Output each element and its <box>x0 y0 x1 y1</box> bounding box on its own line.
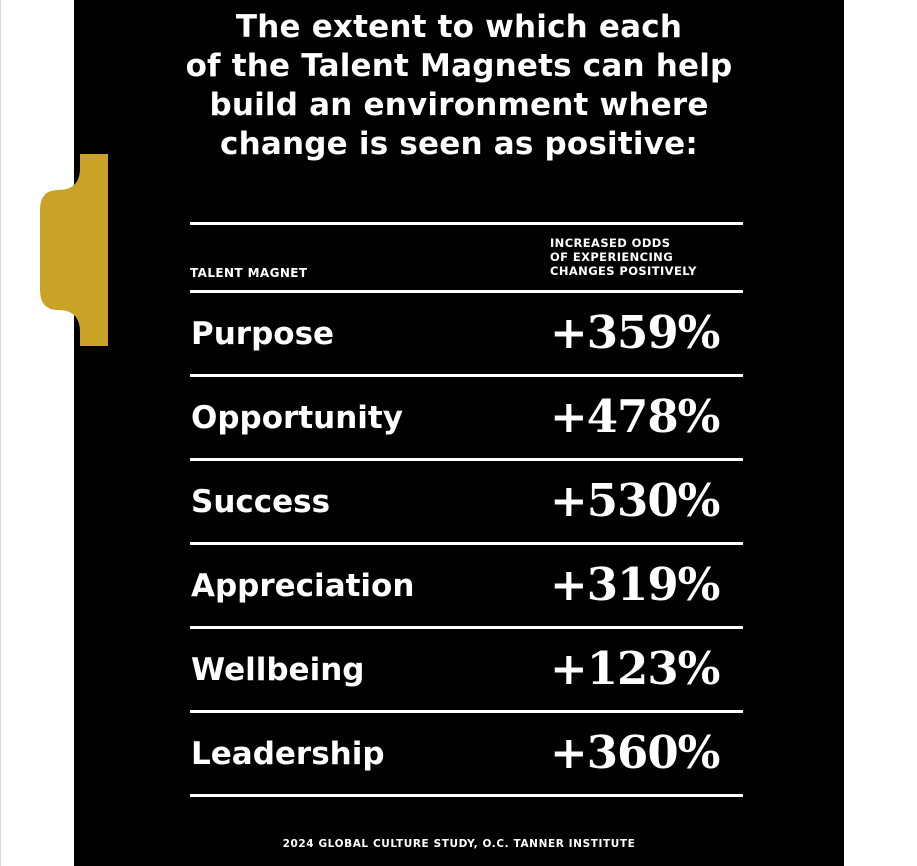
row-rule <box>190 710 743 713</box>
table-row: Success +530% <box>190 460 743 544</box>
odds-value: +478% <box>550 390 720 443</box>
row-rule <box>190 374 743 377</box>
title-line: The extent to which each <box>235 9 683 45</box>
odds-value: +530% <box>550 474 720 527</box>
magnet-name: Success <box>191 484 331 520</box>
page-title: The extent to which each of the Talent M… <box>74 8 844 164</box>
column-header-odds-line: CHANGES POSITIVELY <box>550 264 697 278</box>
odds-value: +360% <box>550 726 720 779</box>
black-panel <box>74 0 844 866</box>
column-header-odds-line: OF EXPERIENCING <box>550 250 674 264</box>
page-edge-line <box>0 0 1 866</box>
column-header-odds-line: INCREASED ODDS <box>550 236 671 250</box>
title-line: of the Talent Magnets can help <box>185 48 733 84</box>
row-rule <box>190 542 743 545</box>
table-row: Leadership +360% <box>190 712 743 796</box>
table-bottom-rule <box>190 794 743 797</box>
gold-tab-decoration <box>40 154 108 346</box>
column-header-magnet: TALENT MAGNET <box>190 266 308 280</box>
title-line: change is seen as positive: <box>220 126 698 162</box>
table-row: Wellbeing +123% <box>190 628 743 712</box>
magnet-name: Leadership <box>191 736 385 772</box>
table-row: Appreciation +319% <box>190 544 743 628</box>
title-line: build an environment where <box>209 87 709 123</box>
odds-value: +319% <box>550 558 720 611</box>
row-rule <box>190 458 743 461</box>
table-top-rule <box>190 222 743 225</box>
column-header-odds: INCREASED ODDS OF EXPERIENCING CHANGES P… <box>550 236 750 278</box>
magnet-name: Purpose <box>191 316 335 352</box>
magnet-name: Opportunity <box>191 400 403 436</box>
magnet-name: Wellbeing <box>191 652 365 688</box>
header-rule <box>190 290 743 293</box>
source-citation: 2024 GLOBAL CULTURE STUDY, O.C. TANNER I… <box>282 838 636 850</box>
magnet-name: Appreciation <box>191 568 415 604</box>
table-row: Opportunity +478% <box>190 376 743 460</box>
odds-value: +123% <box>550 642 720 695</box>
odds-value: +359% <box>550 306 720 359</box>
table-row: Purpose +359% <box>190 292 743 376</box>
row-rule <box>190 626 743 629</box>
